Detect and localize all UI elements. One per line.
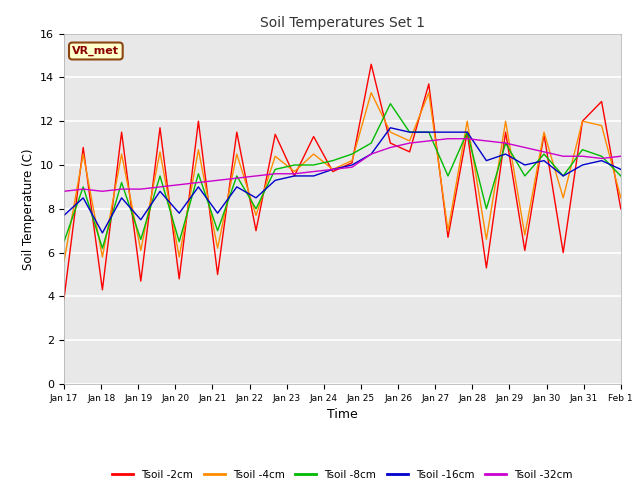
Legend: Tsoil -2cm, Tsoil -4cm, Tsoil -8cm, Tsoil -16cm, Tsoil -32cm: Tsoil -2cm, Tsoil -4cm, Tsoil -8cm, Tsoi… xyxy=(108,466,577,480)
Text: VR_met: VR_met xyxy=(72,46,119,56)
Title: Soil Temperatures Set 1: Soil Temperatures Set 1 xyxy=(260,16,425,30)
Y-axis label: Soil Temperature (C): Soil Temperature (C) xyxy=(22,148,35,270)
X-axis label: Time: Time xyxy=(327,408,358,421)
